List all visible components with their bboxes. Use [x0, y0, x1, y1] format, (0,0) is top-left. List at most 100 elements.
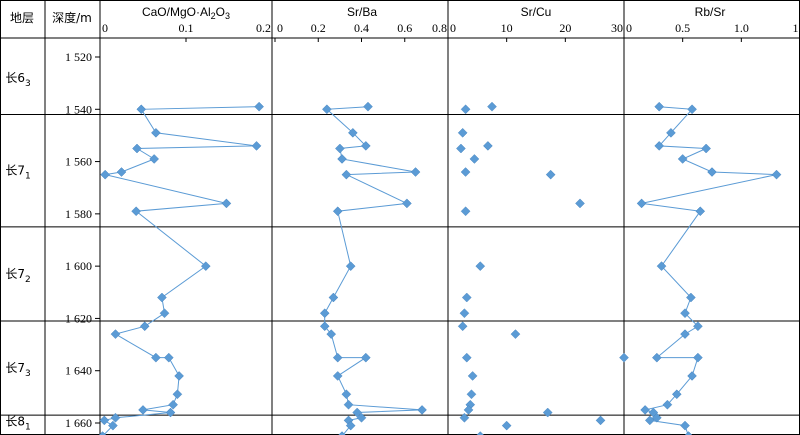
panel-1-point-20	[138, 405, 148, 415]
panel-2-point-8	[402, 198, 412, 209]
panel-title-sr-cu: Sr/Cu	[521, 5, 552, 19]
panel-3-xtick-label-2: 20	[559, 21, 571, 35]
panel-4-point-4	[701, 143, 711, 154]
panel-1-point-14	[110, 329, 121, 339]
strata-label-sub-3: 3	[25, 369, 31, 379]
panel-2-point-15	[332, 352, 343, 363]
panel-title-1-sub-2: 2	[211, 11, 216, 21]
depth-tick-label-1520: 1 520	[65, 50, 92, 64]
panel-2-point-24	[345, 420, 356, 431]
strata-label-1: 长71	[5, 164, 30, 182]
panel-2-point-1	[322, 104, 332, 115]
panel-4-point-5	[677, 154, 688, 164]
panel-1: 0 0.1 0.2	[98, 21, 273, 435]
panel-1-point-13	[139, 321, 150, 332]
panel-3-point-5	[469, 154, 480, 164]
panel-3-point-23	[595, 415, 606, 426]
panel-1-point-0	[254, 101, 264, 112]
panel-4-point-10	[656, 261, 667, 271]
panel-2-point-14	[326, 329, 337, 339]
panel-3-point-15	[619, 352, 629, 363]
depth-tick-label-1640: 1 640	[65, 364, 92, 378]
panel-1-point-9	[131, 206, 141, 217]
strata-label-sub-1: 1	[25, 172, 31, 182]
panel-2: 0 0.2 0.4 0.6 0.8	[274, 21, 449, 435]
panel-3-point-16	[461, 352, 472, 363]
panel-title-sr-ba: Sr/Ba	[347, 5, 377, 19]
panel-3-point-10	[475, 261, 486, 271]
panel-1-point-12	[159, 308, 170, 319]
panel-3-point-9	[460, 206, 471, 217]
panel-2-point-20	[417, 405, 427, 415]
panel-4-point-25	[684, 431, 693, 435]
panel-4-point-0	[654, 101, 665, 112]
panel-1-point-3	[251, 141, 262, 151]
panel-2-point-18	[341, 389, 352, 400]
depth-tick-label-1660: 1 660	[65, 416, 92, 430]
panel-2-point-19	[343, 399, 354, 410]
panel-3-point-1	[460, 104, 471, 115]
panel-3-point-13	[457, 321, 468, 332]
panel-4-point-8	[636, 198, 647, 209]
panel-4-point-19	[662, 399, 673, 410]
panel-4-point-6	[707, 167, 717, 177]
panel-2-xtick-label-2: 0.4	[354, 21, 369, 35]
panel-title-1-sub-3: 3	[225, 11, 230, 21]
panel-3-point-18	[466, 389, 477, 400]
panel-4-point-23	[644, 415, 655, 426]
panel-2-point-17	[332, 371, 343, 381]
panel-2-xtick-label-0: 0	[277, 21, 283, 35]
panel-3: 0 10 20 30	[447, 21, 629, 435]
panel-2-point-2	[347, 127, 358, 138]
strata-label-main-4: 长8	[5, 415, 25, 429]
panel-4-point-17	[687, 371, 697, 381]
panel-4-point-20	[640, 405, 650, 415]
strata-label-main-1: 长7	[5, 164, 25, 178]
panel-1-point-6	[116, 167, 127, 177]
panel-2-point-21	[352, 407, 363, 418]
panel-4-point-3	[654, 141, 665, 151]
panel-2-xtick-label-1: 0.2	[311, 21, 326, 35]
panel-2-xtick-label-3: 0.6	[397, 21, 412, 35]
panel-3-xtick-label-1: 10	[501, 21, 513, 35]
panel-2-point-9	[332, 206, 343, 217]
panel-3-point-4	[456, 143, 466, 154]
panel-2-point-16	[360, 352, 371, 363]
panel-1-point-11	[157, 292, 167, 303]
strata-label-3: 长73	[5, 361, 30, 379]
panel-4-xtick-label-3: 1.5	[793, 21, 800, 35]
panel-4-point-2	[666, 127, 676, 138]
panel-2-point-3	[360, 141, 371, 151]
panel-1-point-2	[151, 127, 161, 138]
panel-4-xtick-label-2: 1.0	[734, 21, 749, 35]
panel-3-point-14	[510, 329, 521, 339]
panel-2-series-line	[324, 106, 423, 435]
panel-2-point-12	[319, 308, 330, 319]
panel-1-xtick-label-0: 0	[102, 21, 108, 35]
panel-2-point-13	[319, 321, 330, 332]
panel-4-point-14	[680, 329, 690, 339]
panel-title-1-text: CaO/MgO·Al	[142, 5, 211, 19]
strata-header: 地层	[10, 11, 34, 25]
strata-label-sub-0: 3	[25, 79, 31, 89]
panel-2-point-22	[356, 412, 367, 423]
panel-3-point-20	[463, 405, 474, 415]
panel-3-xtick-label-3: 30	[611, 21, 623, 35]
panel-4-xtick-label-0: 0	[626, 21, 632, 35]
panel-4-point-7	[771, 169, 782, 180]
depth-header: 深度/m	[52, 10, 92, 25]
panel-3-point-0	[487, 101, 497, 112]
panel-4-point-13	[693, 321, 703, 332]
panel-3-point-12	[459, 308, 470, 319]
strata-label-2: 长72	[5, 267, 30, 285]
panel-1-point-4	[132, 143, 142, 154]
panel-2-point-10	[345, 261, 356, 271]
panel-title-rb-sr: Rb/Sr	[695, 5, 726, 19]
panel-1-point-8	[221, 198, 232, 209]
panel-3-point-17	[467, 371, 478, 381]
panel-1-xtick-label-2: 0.2	[256, 21, 271, 35]
panel-2-point-11	[328, 292, 339, 303]
